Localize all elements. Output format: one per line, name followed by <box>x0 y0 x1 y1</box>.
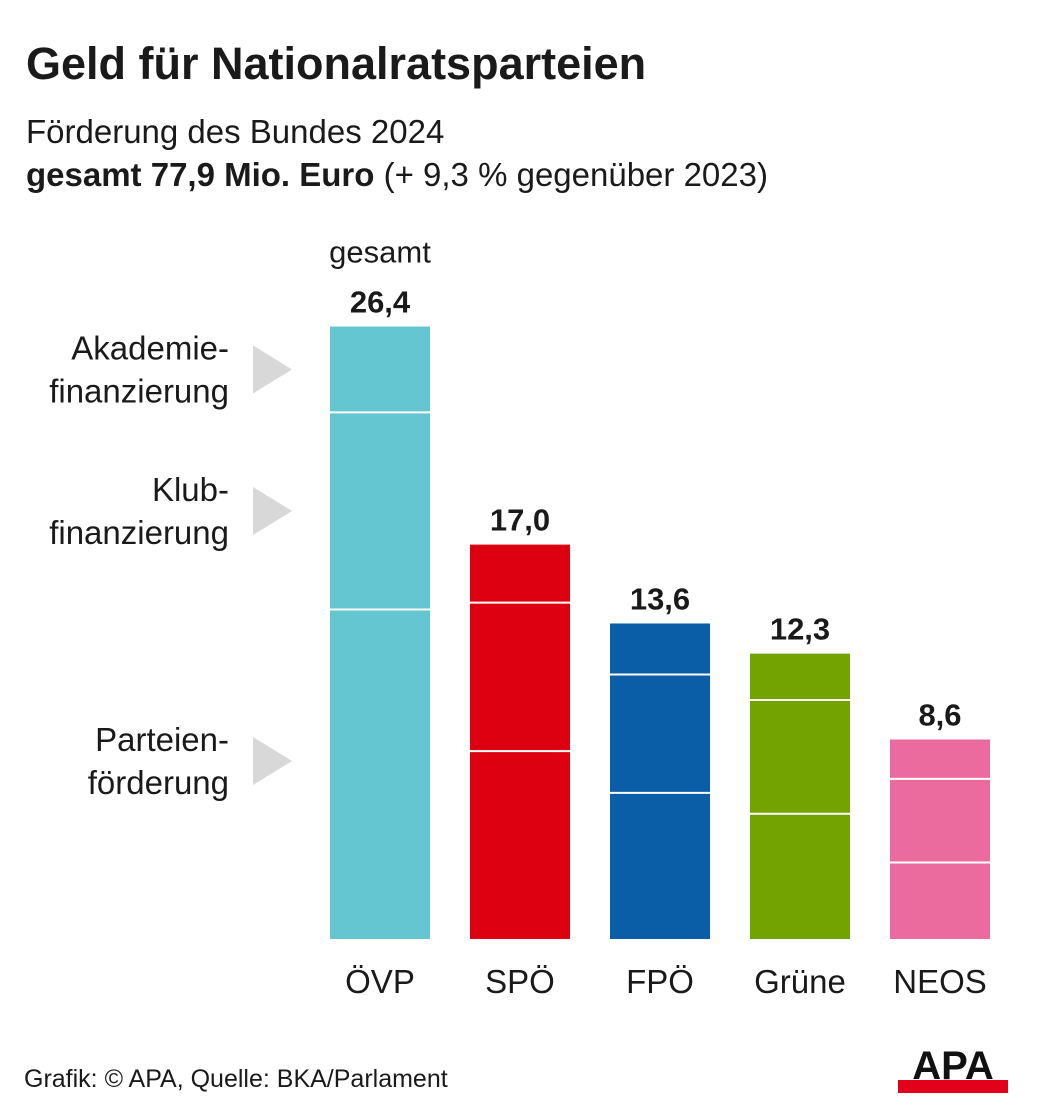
total-change: (+ 9,3 % gegenüber 2023) <box>374 156 768 193</box>
total-amount: gesamt 77,9 Mio. Euro <box>26 156 375 193</box>
bar-segment-grüne-2 <box>750 700 850 814</box>
bar-segment-neos-3 <box>890 739 990 779</box>
bar-segment-övp-1 <box>330 609 430 939</box>
category-label: SPÖ <box>485 963 555 1000</box>
total-value-label: 17,0 <box>490 503 550 538</box>
chart-title: Geld für Nationalratsparteien <box>26 38 647 89</box>
series-label-line: finanzierung <box>49 514 229 551</box>
total-value-label: 8,6 <box>918 697 961 732</box>
total-value-label: 26,4 <box>350 285 411 320</box>
pointer-triangle-3 <box>253 345 292 394</box>
bar-segment-neos-1 <box>890 862 990 939</box>
bar-segment-spö-1 <box>470 751 570 939</box>
total-summary: gesamt 77,9 Mio. Euro (+ 9,3 % gegenüber… <box>26 155 768 195</box>
apa-logo-text: APA <box>912 1044 993 1088</box>
bar-segment-grüne-3 <box>750 653 850 701</box>
category-label: NEOS <box>893 963 987 1000</box>
total-header-label: gesamt <box>329 235 431 270</box>
bar-segment-neos-2 <box>890 778 990 863</box>
bar-segment-spö-2 <box>470 602 570 752</box>
category-label: FPÖ <box>626 963 694 1000</box>
bar-segment-övp-2 <box>330 412 430 610</box>
pointer-triangle-2 <box>253 486 292 535</box>
apa-logo-bar <box>898 1080 1008 1093</box>
total-value-label: 13,6 <box>630 581 690 616</box>
apa-logo: APA <box>898 1044 1008 1093</box>
source-credit: Grafik: © APA, Quelle: BKA/Parlament <box>24 1065 448 1093</box>
stacked-bar-chart: 26,4 gesamt ÖVP 17,0 SPÖ 13,6 FPÖ 12,3 Grüne 8,6 N… <box>49 235 990 1000</box>
series-label-line: Parteien- <box>95 721 229 758</box>
total-value-label: 12,3 <box>770 612 830 647</box>
chart-subtitle: Förderung des Bundes 2024 <box>26 113 445 150</box>
series-label-line: finanzierung <box>49 372 229 409</box>
bar-segment-fpö-1 <box>610 792 710 939</box>
category-label: Grüne <box>754 963 846 1000</box>
category-label: ÖVP <box>345 963 415 1000</box>
bar-segment-grüne-1 <box>750 813 850 939</box>
series-label-line: Klub- <box>152 471 229 508</box>
series-label-line: förderung <box>88 764 229 801</box>
bar-segment-spö-3 <box>470 544 570 603</box>
bar-segment-övp-3 <box>330 326 430 413</box>
pointer-triangle-1 <box>253 737 292 785</box>
series-label-line: Akademie- <box>71 329 229 366</box>
bar-segment-fpö-3 <box>610 623 710 675</box>
bar-segment-fpö-2 <box>610 674 710 793</box>
